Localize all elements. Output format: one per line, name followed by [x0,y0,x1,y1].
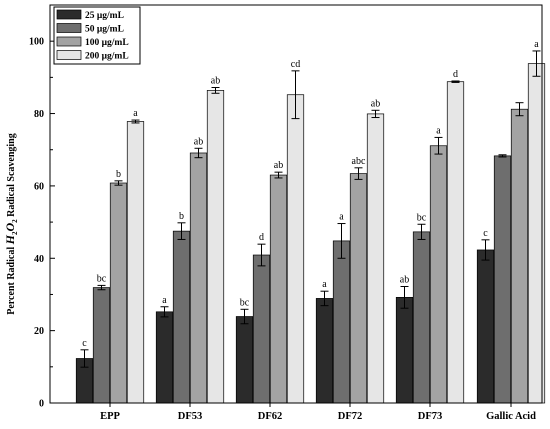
significance-label: b [116,169,121,180]
significance-label: a [339,212,344,223]
significance-label: a [322,279,327,290]
bar [155,311,174,404]
bar [172,230,191,404]
y-tick-label: 100 [29,37,44,48]
bar [315,298,334,404]
x-tick-label: DF53 [178,411,203,422]
y-axis-title-subscript: 2 [11,231,19,235]
legend-swatch [56,36,82,47]
significance-label: ab [211,75,220,86]
legend: 25 μg/mL 50 μg/mL 100 μg/mL 200 μg/mL [53,6,141,65]
y-axis-title-subscript: 2 [11,219,19,223]
bar [429,145,448,404]
bar [286,94,305,404]
legend-label: 25 μg/mL [85,11,124,21]
bar [332,240,351,404]
significance-label: bc [240,297,250,308]
bar [92,287,111,404]
significance-label: a [162,295,167,306]
legend-label: 200 μg/mL [85,52,129,62]
bar [252,254,271,404]
legend-label: 100 μg/mL [85,38,129,48]
y-tick-label: 80 [34,109,44,120]
plot-frame [49,4,543,404]
bar [189,152,208,404]
y-axis-title-part: O [3,223,17,232]
significance-label: a [133,108,138,119]
y-axis-title-part: H [3,234,17,245]
bar [235,316,254,404]
significance-label: c [82,338,87,349]
x-tick-label: DF73 [418,411,443,422]
y-tick-label: 20 [34,326,44,337]
legend-swatch [56,9,82,20]
bar [109,182,128,404]
bar [493,155,512,404]
legend-swatch [56,50,82,60]
bar [206,90,225,404]
x-tick-label: EPP [100,411,120,422]
x-tick-label: DF72 [338,411,363,422]
significance-label: bc [97,273,107,284]
bar [412,231,431,404]
y-axis-title: Percent Radical H2O2 Radical Scavenging [3,133,19,315]
y-tick-label: 0 [39,399,44,410]
legend-label: 50 μg/mL [85,25,124,35]
significance-label: ab [194,136,203,147]
bar [476,249,495,404]
bar [510,108,529,404]
significance-label: a [534,39,539,50]
significance-label: ab [400,274,409,285]
y-tick-label: 40 [34,254,44,265]
bar [446,81,465,404]
bar [395,296,414,404]
significance-label: d [259,232,264,243]
significance-label: b [179,211,184,222]
x-tick-label: DF62 [258,411,283,422]
significance-label: ab [371,98,380,109]
y-tick-label: 60 [34,181,44,192]
significance-label: abc [352,156,366,167]
y-axis-title-part: Radical Scavenging [6,133,17,219]
significance-label: cd [291,59,300,70]
significance-label: d [453,69,458,80]
significance-label: ab [274,160,283,171]
legend-swatch [56,23,82,33]
y-axis-title-part: Percent Radical [6,244,17,314]
significance-label: bc [417,212,427,223]
axes-layer: 0 20 40 60 80 100 EPP DF53 DF62 DF72 DF73 Gallic Ac… [29,4,543,422]
bar [349,173,368,404]
significance-label: c [483,228,488,239]
significance-label: a [436,125,441,136]
x-tick-label: Gallic Acid [486,411,536,422]
bar [366,113,385,404]
bar [269,174,288,404]
bar [126,121,145,404]
